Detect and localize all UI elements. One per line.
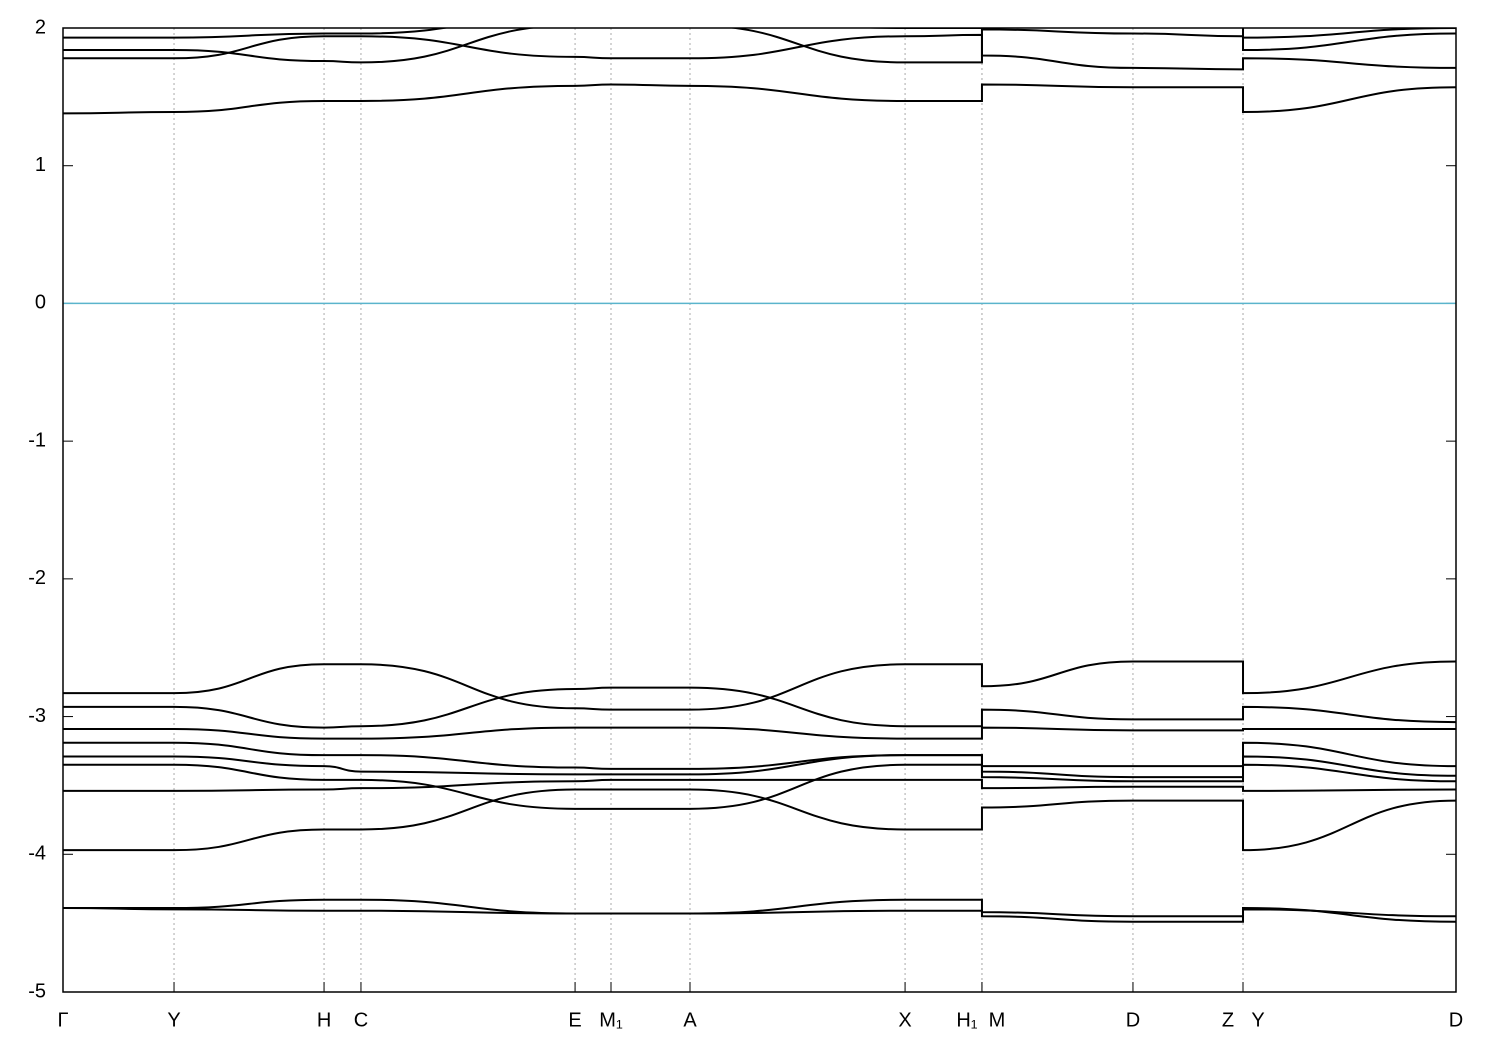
x-tick-label: Y [1251, 1009, 1264, 1031]
band [63, 726, 1456, 740]
band [63, 754, 1456, 779]
band [63, 906, 1456, 918]
band [63, 33, 1456, 71]
band [63, 778, 1456, 792]
y-tick-label: -5 [28, 980, 46, 1002]
x-tick-label: H₁ [956, 1009, 977, 1031]
y-tick-label: -2 [28, 567, 46, 589]
x-tick-label: M [989, 1009, 1006, 1031]
x-tick-label: Y [167, 1009, 180, 1031]
band [63, 686, 1456, 729]
y-tick-label: -1 [28, 429, 46, 451]
x-tick-label: M₁ [599, 1009, 623, 1031]
grid [62, 27, 1457, 993]
x-tick-label: A [683, 1009, 697, 1031]
x-tick-label: C [354, 1009, 368, 1031]
x-tick-label: Z [1222, 1009, 1234, 1031]
band [63, 660, 1456, 711]
band [63, 763, 1456, 810]
x-tick-label: E [568, 1009, 581, 1031]
x-tick-label: X [898, 1009, 911, 1031]
y-tick-label: -4 [28, 843, 46, 865]
band [63, 28, 1456, 39]
band [63, 83, 1456, 115]
plot-frame [62, 27, 1457, 993]
y-tick-label: 2 [35, 16, 46, 38]
y-tick-label: -3 [28, 705, 46, 727]
x-tick-label: H [317, 1009, 331, 1031]
band [63, 28, 1456, 64]
y-tick-label: 0 [35, 292, 46, 314]
x-tick-label: Γ [57, 1009, 68, 1031]
y-tick-label: 1 [35, 154, 46, 176]
band [63, 741, 1456, 770]
band [63, 788, 1456, 852]
bands [63, 28, 1456, 923]
x-tick-label: D [1126, 1009, 1140, 1031]
x-tick-label: D [1449, 1009, 1463, 1031]
